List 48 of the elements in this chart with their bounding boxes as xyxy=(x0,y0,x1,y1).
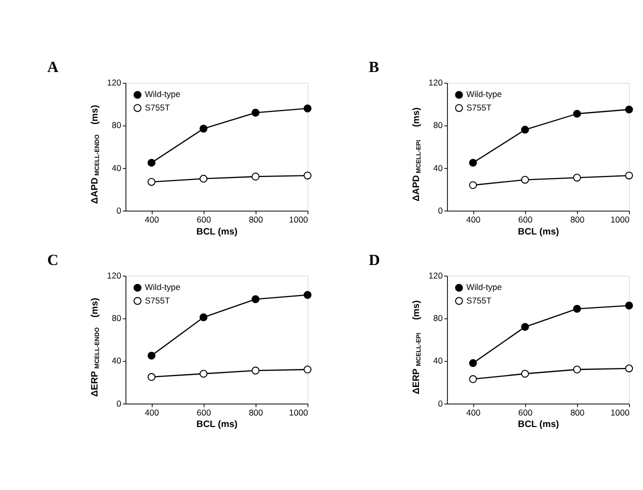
x-tick-label: 800 xyxy=(248,214,264,225)
x-tick-label: 1000 xyxy=(610,214,630,225)
legend-label: Wild-type xyxy=(144,282,181,292)
chart-title: A xyxy=(47,59,60,76)
x-tick-label: 600 xyxy=(196,214,212,225)
y-tick-label: 0 xyxy=(116,205,122,216)
legend-label: S755T xyxy=(466,295,492,306)
x-tick-label: 800 xyxy=(248,408,264,418)
legend-label: S755T xyxy=(466,102,492,112)
y-tick-label: 120 xyxy=(428,270,443,280)
x-tick-label: 600 xyxy=(518,408,533,418)
legend-label: S755T xyxy=(144,295,170,306)
y-tick-label: 0 xyxy=(438,398,443,408)
y-tick-label: 0 xyxy=(116,398,122,408)
legend-label: Wild-type xyxy=(466,89,502,100)
y-tick-label: 0 xyxy=(438,205,443,216)
x-tick-label: 400 xyxy=(466,408,481,418)
chart-title: C xyxy=(47,252,58,269)
x-tick-label: 600 xyxy=(518,214,533,225)
y-tick-label: 80 xyxy=(112,313,122,324)
x-tick-label: 800 xyxy=(570,408,585,418)
y-tick-label: 120 xyxy=(107,270,122,280)
x-axis-title: BCL (ms) xyxy=(518,226,559,236)
y-tick-label: 40 xyxy=(112,162,122,173)
legend-label: Wild-type xyxy=(466,282,502,292)
y-tick-label: 120 xyxy=(107,78,122,88)
x-tick-label: 400 xyxy=(144,214,160,225)
legend-label: S755T xyxy=(144,102,170,112)
x-tick-label: 1000 xyxy=(610,408,630,418)
x-tick-label: 400 xyxy=(144,408,160,418)
y-tick-label: 80 xyxy=(433,313,443,324)
chart-title: B xyxy=(368,59,380,76)
y-tick-label: 120 xyxy=(428,78,443,88)
legend-label: Wild-type xyxy=(144,89,181,100)
y-tick-label: 80 xyxy=(112,120,122,130)
y-tick-label: 40 xyxy=(433,356,443,366)
x-axis-title: BCL (ms) xyxy=(196,419,238,430)
x-tick-label: 1000 xyxy=(288,214,308,225)
x-tick-label: 400 xyxy=(466,214,481,225)
y-tick-label: 80 xyxy=(433,120,443,130)
chart-title: D xyxy=(368,252,380,269)
x-tick-label: 1000 xyxy=(288,408,308,418)
y-tick-label: 40 xyxy=(112,356,122,366)
x-tick-label: 800 xyxy=(570,214,585,225)
x-axis-title: BCL (ms) xyxy=(518,419,559,430)
y-tick-label: 40 xyxy=(433,162,443,173)
x-tick-label: 600 xyxy=(196,408,212,418)
x-axis-title: BCL (ms) xyxy=(196,226,238,236)
